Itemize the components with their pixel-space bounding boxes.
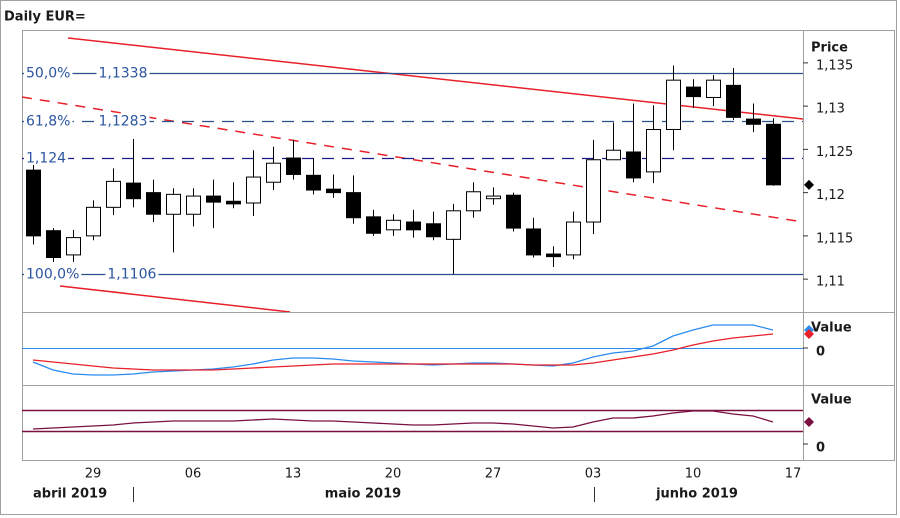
x-tick-label: 29	[85, 467, 102, 482]
x-tick-label: 27	[485, 467, 502, 482]
candle-body	[386, 219, 401, 231]
label-bg	[96, 65, 150, 82]
candle-body	[366, 216, 381, 234]
candle-body	[266, 162, 281, 183]
last-value-marker	[804, 417, 814, 427]
y-tick-label: 1,12	[816, 188, 845, 203]
fib-level-label: 50,0%	[26, 66, 70, 82]
candle-body	[206, 195, 221, 203]
y-axis-label: Value	[811, 393, 852, 408]
candle-body	[166, 193, 181, 215]
label-bg	[24, 65, 73, 82]
candle-body	[766, 123, 781, 186]
candle-body	[666, 79, 681, 130]
candle-body	[706, 79, 721, 98]
fib-price-label: 1,124	[26, 151, 66, 167]
label-bg	[24, 113, 73, 130]
y-tick-label: 1,135	[816, 58, 853, 73]
candle-body	[66, 237, 81, 256]
last-value-marker	[804, 329, 814, 339]
trend-line	[22, 96, 803, 223]
x-tick-label: 13	[285, 467, 302, 482]
candle-body	[186, 195, 201, 215]
y-tick-label: 0	[816, 345, 825, 360]
candle-body	[586, 159, 601, 223]
candle-body	[606, 149, 621, 161]
candle-body	[306, 174, 321, 191]
candle-body	[346, 192, 361, 219]
label-bg	[24, 266, 82, 283]
candle-body	[486, 195, 501, 200]
fib-price-label: 1,1283	[98, 114, 147, 130]
candle-body	[566, 221, 581, 256]
month-label: maio 2019	[325, 487, 401, 502]
candle-body	[506, 194, 521, 229]
label-bg	[96, 113, 150, 130]
indicator-line	[32, 333, 774, 371]
candle-body	[226, 200, 241, 205]
y-axis-label: Value	[811, 321, 852, 336]
month-label: abril 2019	[33, 487, 107, 502]
label-bg	[105, 266, 159, 283]
candle-body	[26, 169, 41, 237]
candle-body	[86, 206, 101, 237]
x-tick-label: 06	[185, 467, 202, 482]
y-tick-label: 1,125	[816, 145, 853, 160]
candle-body	[426, 223, 441, 238]
candle-body	[526, 228, 541, 256]
x-tick-label: 20	[385, 467, 402, 482]
y-tick-label: 1,115	[816, 231, 853, 246]
y-tick-label: 1,11	[816, 275, 845, 290]
candle-body	[446, 210, 461, 240]
fib-price-label: 1,1338	[98, 66, 147, 82]
candle-body	[686, 86, 701, 98]
indicator-line	[32, 410, 774, 430]
month-label: junho 2019	[655, 487, 738, 502]
candle-body	[406, 221, 421, 231]
fib-level-label: 100,0%	[26, 267, 79, 283]
candle-body	[126, 182, 141, 200]
candle-body	[746, 118, 761, 125]
x-tick-label: 03	[585, 467, 602, 482]
candle-body	[546, 253, 561, 258]
candle-body	[146, 192, 161, 215]
y-tick-label: 1,13	[816, 102, 845, 117]
candle-body	[326, 188, 341, 194]
candle-body	[286, 157, 301, 175]
candle-body	[726, 84, 741, 118]
chart-title: Daily EUR=	[4, 10, 86, 25]
candle-body	[106, 180, 121, 208]
label-bg	[24, 150, 69, 167]
trend-line	[59, 285, 291, 312]
x-tick-label: 10	[685, 467, 702, 482]
candle-body	[246, 176, 261, 204]
candle-body	[626, 151, 641, 179]
fib-level-label: 61,8%	[26, 114, 70, 130]
y-axis-label: Price	[811, 41, 848, 56]
y-tick-label: 0	[816, 441, 825, 456]
fib-price-label: 1,1106	[107, 267, 156, 283]
candle-body	[46, 230, 61, 259]
candle-body	[466, 191, 481, 212]
last-value-marker	[804, 179, 814, 190]
candle-body	[646, 128, 661, 173]
x-tick-label: 17	[785, 467, 802, 482]
plot-frame	[22, 30, 895, 461]
